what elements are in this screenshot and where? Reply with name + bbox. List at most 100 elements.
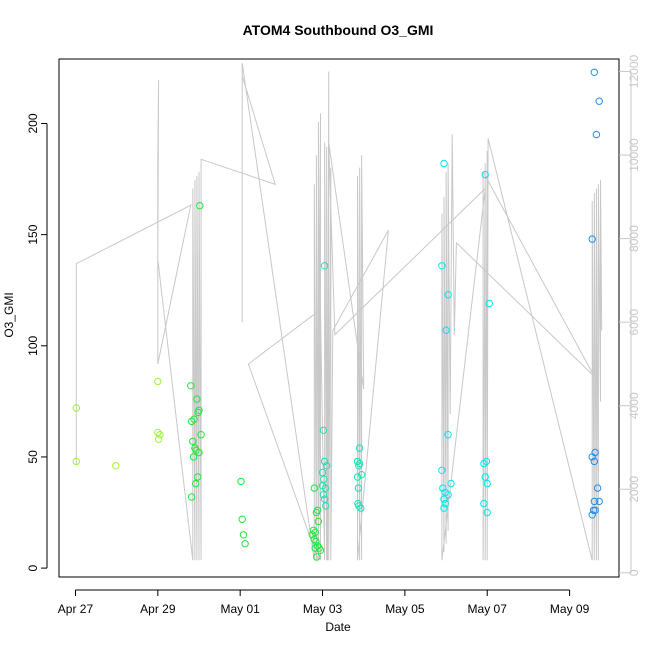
data-point (322, 462, 331, 470)
data-point (321, 484, 330, 492)
plot-area (72, 63, 603, 561)
data-point (480, 459, 488, 468)
data-point (355, 444, 364, 452)
data-point (355, 502, 363, 510)
data-point (590, 497, 598, 506)
y2-tick-label: 10000 (627, 138, 641, 172)
data-point (187, 382, 195, 390)
data-point (187, 417, 196, 426)
data-point (189, 453, 198, 461)
data-point (355, 462, 363, 470)
data-point (316, 546, 325, 554)
data-point (193, 395, 201, 403)
data-point (482, 457, 491, 466)
y2-tick-label: 12000 (627, 54, 641, 88)
data-point (154, 377, 162, 386)
data-point (319, 426, 328, 434)
data-point (195, 448, 203, 457)
x-tick-label: May 09 (550, 602, 590, 616)
data-point (595, 497, 603, 506)
data-point (313, 506, 322, 514)
data-point (592, 130, 601, 139)
data-point (353, 457, 362, 466)
data-point (481, 170, 489, 179)
y-tick-label: 200 (26, 113, 40, 133)
data-point (440, 495, 448, 503)
y2-tick-label: 0 (627, 569, 641, 576)
x-tick-label: May 03 (303, 602, 343, 616)
data-point (440, 504, 448, 512)
plot-frame (58, 58, 620, 578)
data-point (595, 97, 603, 105)
data-point (322, 502, 330, 510)
data-point (72, 404, 81, 412)
data-point (438, 466, 446, 474)
data-point (439, 484, 447, 492)
y2-tick-label: 6000 (627, 309, 641, 336)
x-tick-label: May 07 (468, 602, 508, 616)
data-point (112, 462, 120, 470)
data-point (447, 479, 455, 488)
data-point (239, 531, 248, 539)
y2-tick-label: 8000 (627, 225, 641, 252)
data-point (588, 453, 596, 461)
data-point (310, 535, 318, 543)
data-point (314, 517, 323, 526)
data-point (438, 262, 446, 270)
x-tick-label: Apr 27 (58, 602, 94, 616)
data-point (156, 431, 164, 439)
data-point (196, 202, 204, 210)
data-point (309, 526, 318, 534)
data-point (353, 473, 362, 481)
data-point (444, 431, 452, 439)
data-point (195, 406, 203, 414)
data-point (310, 484, 318, 492)
data-point (485, 299, 493, 308)
y2-tick-label: 2000 (627, 476, 641, 503)
data-point (590, 68, 598, 77)
y2-tick-label: 4000 (627, 392, 641, 419)
y-tick-label: 100 (26, 335, 40, 355)
altitude-line (75, 63, 603, 561)
data-point (483, 479, 491, 488)
data-point (481, 473, 489, 481)
data-point (194, 473, 202, 481)
data-point (238, 515, 246, 523)
x-tick-label: May 05 (385, 602, 425, 616)
chart-title: ATOM4 Southbound O3_GMI (243, 22, 434, 38)
data-point (319, 491, 328, 499)
data-point (237, 477, 245, 486)
data-point (441, 499, 449, 508)
y-tick-label: 0 (26, 564, 40, 571)
data-point (480, 499, 488, 508)
data-point (308, 531, 316, 539)
data-point (444, 491, 452, 499)
data-point (187, 493, 196, 501)
data-point (190, 415, 198, 423)
data-point (313, 553, 321, 561)
data-point (442, 326, 450, 334)
data-point (318, 468, 327, 477)
data-point (357, 471, 366, 479)
data-point (320, 457, 329, 466)
data-point (72, 457, 81, 466)
data-point (192, 479, 200, 488)
data-point (440, 159, 448, 168)
x-tick-label: Apr 29 (140, 602, 176, 616)
data-point (590, 457, 598, 466)
data-point (357, 504, 365, 512)
data-point (197, 431, 205, 439)
data-point (154, 435, 163, 443)
y-tick-label: 150 (26, 224, 40, 244)
x-tick-label: May 01 (220, 602, 260, 616)
data-point (588, 235, 596, 243)
data-point (189, 437, 197, 446)
x-axis-label: Date (325, 620, 351, 634)
data-point (593, 484, 602, 492)
data-point (354, 484, 363, 492)
data-point (320, 262, 329, 270)
y-tick-label: 50 (26, 450, 40, 464)
data-point (241, 540, 249, 548)
data-point (483, 508, 491, 517)
